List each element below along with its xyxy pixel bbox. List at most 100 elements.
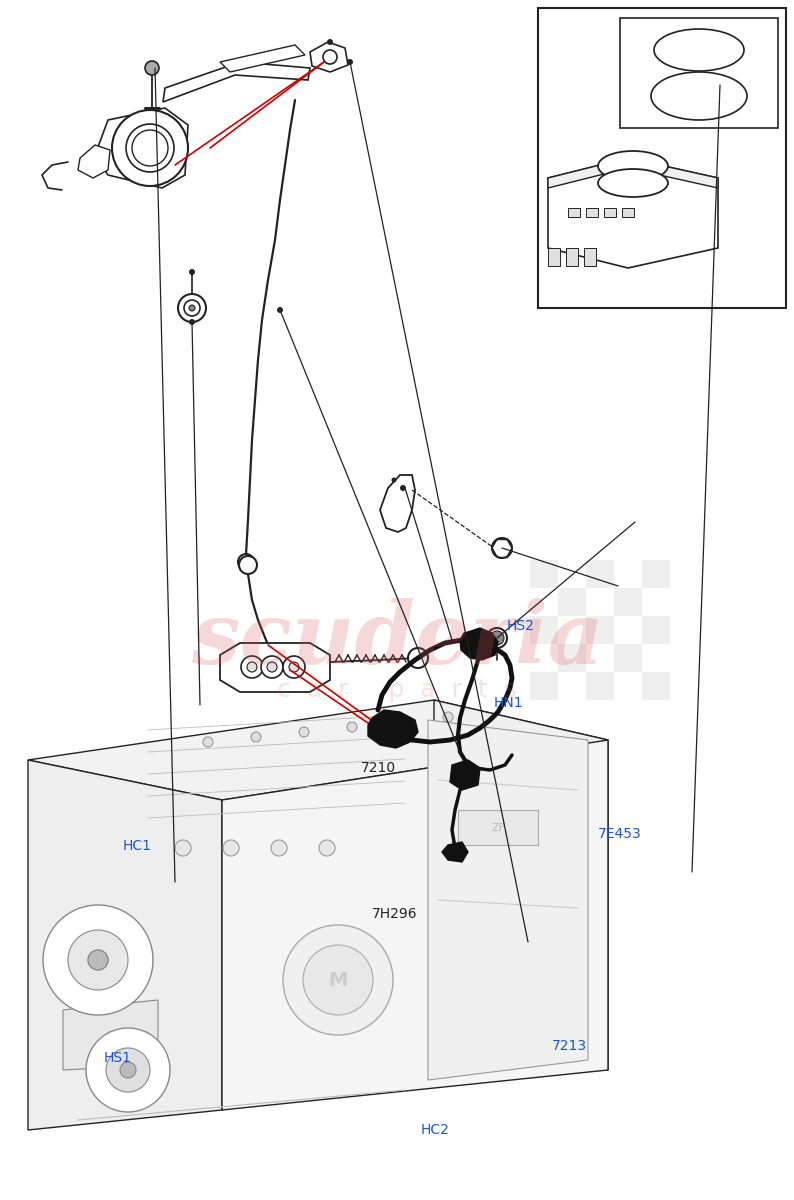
Bar — [586, 672, 614, 700]
Circle shape — [347, 59, 353, 65]
Bar — [642, 672, 670, 700]
Bar — [558, 560, 586, 588]
Polygon shape — [434, 700, 608, 1070]
Polygon shape — [28, 700, 608, 800]
Bar — [568, 208, 580, 217]
Circle shape — [327, 38, 333, 44]
Circle shape — [289, 662, 299, 672]
Bar — [620, 18, 778, 128]
Polygon shape — [548, 158, 718, 268]
Circle shape — [203, 737, 213, 746]
Bar — [614, 644, 642, 672]
Ellipse shape — [598, 169, 668, 197]
Polygon shape — [163, 62, 310, 102]
Circle shape — [277, 307, 283, 313]
Polygon shape — [428, 720, 588, 1080]
Circle shape — [494, 635, 500, 641]
Bar — [586, 560, 614, 588]
Circle shape — [43, 905, 153, 1015]
Circle shape — [490, 631, 504, 646]
Circle shape — [319, 840, 335, 856]
Bar — [586, 644, 614, 672]
Circle shape — [184, 300, 200, 316]
Text: HC1: HC1 — [123, 839, 152, 853]
Circle shape — [267, 662, 277, 672]
Circle shape — [443, 712, 453, 722]
Circle shape — [243, 559, 249, 565]
Bar — [642, 644, 670, 672]
Circle shape — [68, 930, 128, 990]
Text: HS1: HS1 — [103, 1051, 131, 1066]
Polygon shape — [380, 475, 415, 532]
Text: 7H296: 7H296 — [372, 907, 417, 922]
Bar — [530, 588, 558, 616]
Bar — [566, 248, 578, 266]
Circle shape — [126, 124, 174, 172]
Bar — [538, 8, 786, 308]
Text: 7E453: 7E453 — [597, 827, 642, 841]
Bar — [586, 588, 614, 616]
Bar — [558, 644, 586, 672]
Bar — [584, 248, 596, 266]
Circle shape — [223, 840, 239, 856]
Circle shape — [145, 61, 159, 74]
Polygon shape — [450, 760, 480, 790]
Circle shape — [492, 634, 502, 643]
Bar — [586, 616, 614, 644]
Circle shape — [189, 305, 195, 311]
Circle shape — [408, 648, 428, 668]
Circle shape — [120, 1062, 136, 1078]
Ellipse shape — [651, 72, 747, 120]
Circle shape — [347, 722, 357, 732]
Circle shape — [487, 628, 507, 648]
Circle shape — [112, 110, 188, 186]
Polygon shape — [28, 760, 222, 1130]
Polygon shape — [95, 108, 188, 188]
Bar — [558, 672, 586, 700]
Bar — [614, 672, 642, 700]
Circle shape — [241, 656, 263, 678]
Bar — [604, 208, 616, 217]
Circle shape — [178, 294, 206, 322]
Polygon shape — [222, 740, 608, 1110]
Text: HS2: HS2 — [507, 619, 534, 634]
Circle shape — [251, 732, 261, 742]
Circle shape — [271, 840, 287, 856]
Text: scuderia: scuderia — [191, 599, 603, 682]
Bar — [558, 588, 586, 616]
Circle shape — [239, 556, 257, 574]
Text: 7210: 7210 — [361, 761, 396, 775]
Circle shape — [142, 140, 158, 156]
Circle shape — [88, 950, 108, 970]
Circle shape — [492, 538, 512, 558]
Circle shape — [86, 1028, 170, 1112]
Circle shape — [106, 1048, 150, 1092]
Polygon shape — [368, 710, 418, 748]
Polygon shape — [548, 158, 718, 188]
Bar — [530, 672, 558, 700]
Circle shape — [189, 269, 195, 275]
Ellipse shape — [654, 29, 744, 71]
Text: HC2: HC2 — [421, 1123, 449, 1138]
Bar — [642, 588, 670, 616]
Bar — [642, 560, 670, 588]
Polygon shape — [78, 145, 110, 178]
Polygon shape — [220, 44, 305, 72]
Circle shape — [283, 656, 305, 678]
Circle shape — [323, 50, 337, 64]
Bar — [558, 616, 586, 644]
Bar — [614, 616, 642, 644]
Bar — [614, 588, 642, 616]
Circle shape — [327, 54, 333, 60]
Ellipse shape — [598, 151, 668, 181]
Circle shape — [175, 840, 191, 856]
Circle shape — [283, 925, 393, 1034]
Bar — [530, 644, 558, 672]
Text: c  a  r     p  a  r  t  s: c a r p a r t s — [277, 678, 517, 702]
Circle shape — [261, 656, 283, 678]
Circle shape — [299, 727, 309, 737]
Bar — [586, 208, 598, 217]
Bar — [548, 248, 560, 266]
Circle shape — [414, 654, 422, 662]
Circle shape — [247, 662, 257, 672]
